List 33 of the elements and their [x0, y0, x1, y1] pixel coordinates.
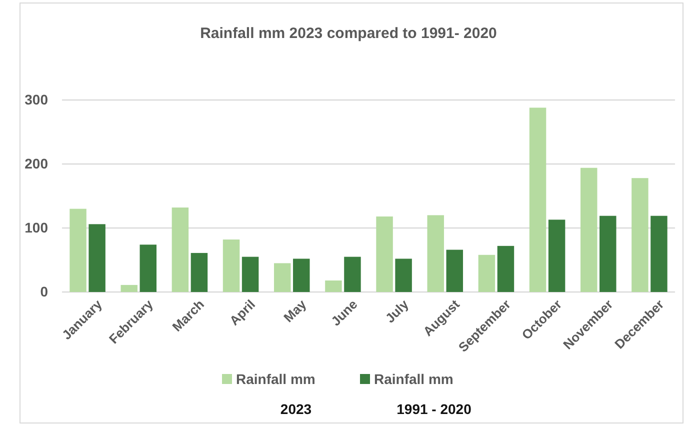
bar — [497, 246, 514, 292]
bar — [446, 250, 464, 292]
chart-title: Rainfall mm 2023 compared to 1991- 2020 — [200, 25, 497, 42]
bar — [478, 254, 496, 292]
y-tick-label: 100 — [24, 219, 48, 236]
legend-label: Rainfall mm 2023 — [236, 371, 316, 417]
bar — [222, 240, 240, 292]
bar — [190, 252, 208, 292]
y-tick-label: 0 — [40, 283, 48, 300]
bar — [88, 224, 106, 292]
bar — [293, 258, 310, 292]
bar — [548, 220, 566, 292]
y-tick-label: 200 — [24, 155, 48, 172]
y-tick-label: 300 — [24, 91, 48, 108]
bar — [650, 216, 668, 292]
bar — [427, 215, 444, 292]
bar — [325, 280, 342, 292]
bar — [344, 256, 361, 292]
bar — [70, 208, 86, 292]
bar — [529, 108, 546, 292]
bar — [172, 208, 189, 292]
bar — [120, 284, 138, 292]
bar — [376, 216, 393, 292]
bar — [580, 168, 598, 292]
legend-label: Rainfall mm 1991 - 2020 — [374, 371, 472, 417]
bar — [140, 244, 157, 292]
bar — [395, 258, 412, 292]
bar — [632, 178, 648, 292]
x-tick-label: July — [382, 296, 412, 326]
x-tick-label: May — [280, 296, 310, 326]
bar — [242, 256, 259, 292]
bar — [274, 263, 291, 292]
bar — [600, 216, 616, 292]
